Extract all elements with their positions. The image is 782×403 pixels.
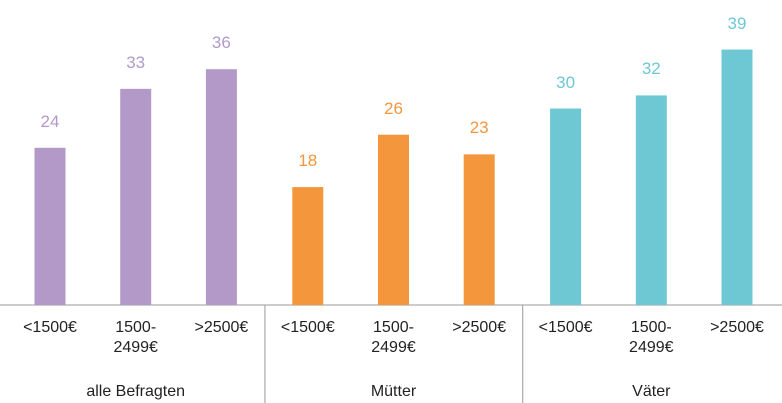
value-label: 32 [641,59,661,79]
value-label: 33 [126,52,146,72]
x-tick-label: 1500- 2499€ [113,319,158,356]
x-tick-label: 1500- 2499€ [371,319,416,356]
x-tick-label: <1500€ [23,319,77,336]
bar [120,88,152,305]
value-label: 36 [211,33,231,53]
bar [550,108,582,305]
value-label: 26 [384,98,403,118]
bar [205,69,237,305]
bar [635,95,667,306]
group-label: alle Befragten [86,383,186,400]
x-tick-label: >2500€ [710,319,764,336]
bar [292,187,324,305]
x-tick-label: 1500- 2499€ [629,319,674,356]
value-label: 30 [556,72,576,92]
x-tick-label: <1500€ [280,319,335,336]
value-label: 18 [298,151,318,171]
value-label: 39 [727,13,747,33]
bar [721,49,753,305]
bar [463,154,495,305]
bar [34,147,66,305]
x-tick-label: <1500€ [538,319,593,336]
group-label: Mütter [370,383,417,400]
bar [378,134,409,305]
x-tick-label: >2500€ [194,319,249,336]
value-label: 23 [469,118,489,138]
x-tick-label: >2500€ [452,319,507,336]
group-label: Väter [632,383,671,400]
value-label: 24 [40,111,60,131]
